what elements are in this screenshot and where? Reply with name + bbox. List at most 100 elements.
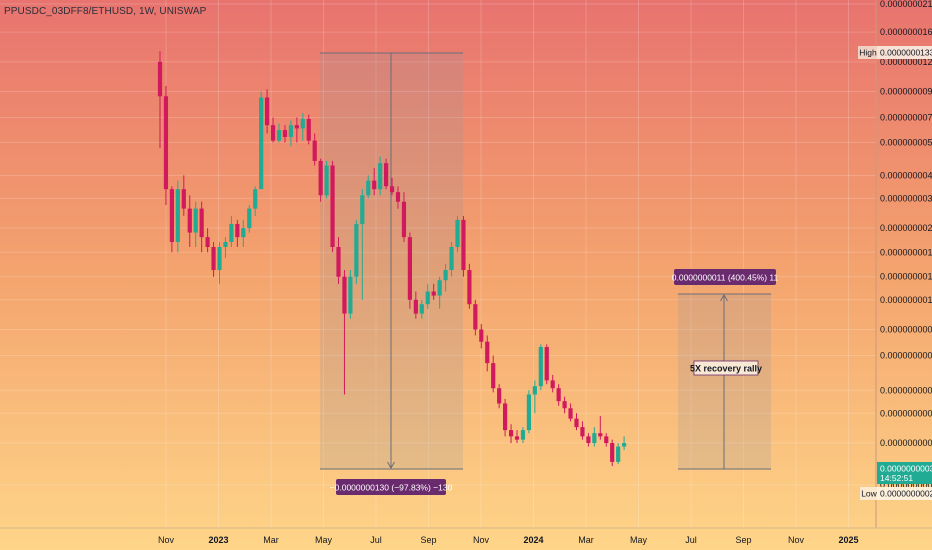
price-axis-label: 0.0000000003 (880, 438, 932, 448)
candle-body (348, 276, 353, 314)
time-axis-label: May (630, 535, 648, 545)
candle-series (157, 51, 627, 467)
candle-body (395, 192, 401, 202)
candle-body (598, 433, 603, 437)
candle-body (616, 446, 621, 462)
candle-body (211, 246, 216, 271)
candle-body (306, 119, 311, 141)
price-axis-label: 0.0000000004 (880, 408, 932, 418)
candle-body (437, 280, 442, 296)
high-value-box (877, 46, 932, 59)
candle-body (288, 125, 293, 137)
time-axis-label: Mar (578, 535, 594, 545)
candle-body (163, 96, 169, 190)
ticker-title: PPUSDC_03DFF8/ETHUSD, 1W, UNISWAP (4, 6, 207, 17)
candle-body (520, 430, 526, 440)
low-value: 0.0000000002 (880, 489, 932, 499)
time-axis[interactable]: Nov 2023 Mar May Jul Sep Nov 2024 Mar May Jul Sep No… (0, 527, 932, 545)
candle-body (336, 246, 341, 277)
drop-label-box (336, 479, 446, 495)
candle-body (330, 165, 335, 247)
drop-arrow-head-icon (387, 461, 395, 469)
time-axis-label: Jul (370, 535, 382, 545)
rally-label-box (674, 269, 776, 285)
candle-body (354, 223, 359, 277)
candle-body (241, 228, 246, 238)
high-tag-box (858, 46, 878, 59)
price-axis-label: 0.0000000019 (880, 247, 932, 257)
candle-body (610, 443, 615, 462)
candle-body (461, 219, 466, 271)
candle-body (467, 270, 472, 305)
candle-body (586, 436, 591, 444)
grid-lines (0, 0, 876, 528)
time-axis-label: Jul (685, 535, 697, 545)
time-axis-label: Sep (420, 535, 436, 545)
price-axis-label: 0.0000000012 (880, 295, 932, 305)
price-axis-label: 0.0000000120 (880, 57, 932, 67)
candle-body (544, 346, 549, 381)
candle-body (181, 189, 186, 209)
candle-body (431, 291, 436, 296)
price-axis-label: 0.0000000032 (880, 193, 932, 203)
candle-body (592, 433, 597, 444)
price-axis-label: 0.0000000160 (880, 27, 932, 37)
candle-body (259, 97, 264, 190)
candle-body (360, 195, 365, 224)
candle-body (580, 427, 585, 437)
time-axis-label: Nov (788, 535, 805, 545)
candle-body (229, 223, 234, 242)
price-axis-label: 0.0000000040 (880, 170, 932, 180)
candle-body (538, 346, 543, 387)
low-tag-box (860, 487, 878, 500)
candle-body (270, 125, 276, 141)
candle-body (526, 394, 531, 431)
annotation-labels: −0.0000000130 (−97.83%) −130 0.0000000011… (330, 269, 779, 495)
candle-body (193, 208, 198, 233)
price-axis-label: 0.0000000009 (880, 325, 932, 335)
candle-body (324, 165, 329, 196)
candle-body (217, 246, 222, 271)
candle-body (265, 97, 270, 126)
candle-body (562, 401, 567, 409)
candle-body (425, 291, 430, 305)
price-axis-label: 0.0000000005 (880, 385, 932, 395)
candle-body (491, 363, 496, 389)
candle-body (568, 408, 573, 419)
countdown-timer: 14:52:51 (880, 473, 913, 483)
high-value: 0.0000000133 (880, 48, 932, 58)
candle-body (223, 241, 228, 247)
candle-body (574, 418, 579, 428)
candle-body (419, 304, 424, 314)
price-axis-label: 0.0000000090 (880, 87, 932, 97)
low-value-box (877, 487, 932, 500)
candle-body (473, 304, 478, 330)
time-axis-label: Mar (263, 535, 279, 545)
candle-body (205, 237, 210, 247)
candle-body (622, 443, 627, 447)
candle-body (187, 208, 192, 233)
time-axis-label: 2025 (838, 535, 858, 545)
current-price-box (877, 462, 932, 484)
price-axis-label: 0.0000000070 (880, 113, 932, 123)
candle-body (556, 388, 561, 402)
rally-arrow-head-icon (720, 294, 728, 302)
candle-body (312, 140, 317, 161)
time-axis-label: Nov (158, 535, 175, 545)
drop-measure-tool[interactable] (320, 52, 463, 470)
candle-body (532, 386, 537, 395)
candle-body (485, 341, 490, 364)
rally-text: 5X recovery rally (690, 364, 762, 374)
candle-body (235, 223, 240, 238)
candle-body (378, 163, 383, 190)
high-tag: High (859, 48, 877, 58)
candle-body (389, 186, 395, 193)
price-axis[interactable]: 0.00000002100.00000001600.00000001200.00… (858, 0, 932, 528)
rally-measure-tool[interactable]: 5X recovery rally (678, 293, 771, 470)
candle-body (401, 201, 407, 238)
price-axis-label: 0.0000000024 (880, 223, 932, 233)
candle-body (366, 180, 371, 196)
